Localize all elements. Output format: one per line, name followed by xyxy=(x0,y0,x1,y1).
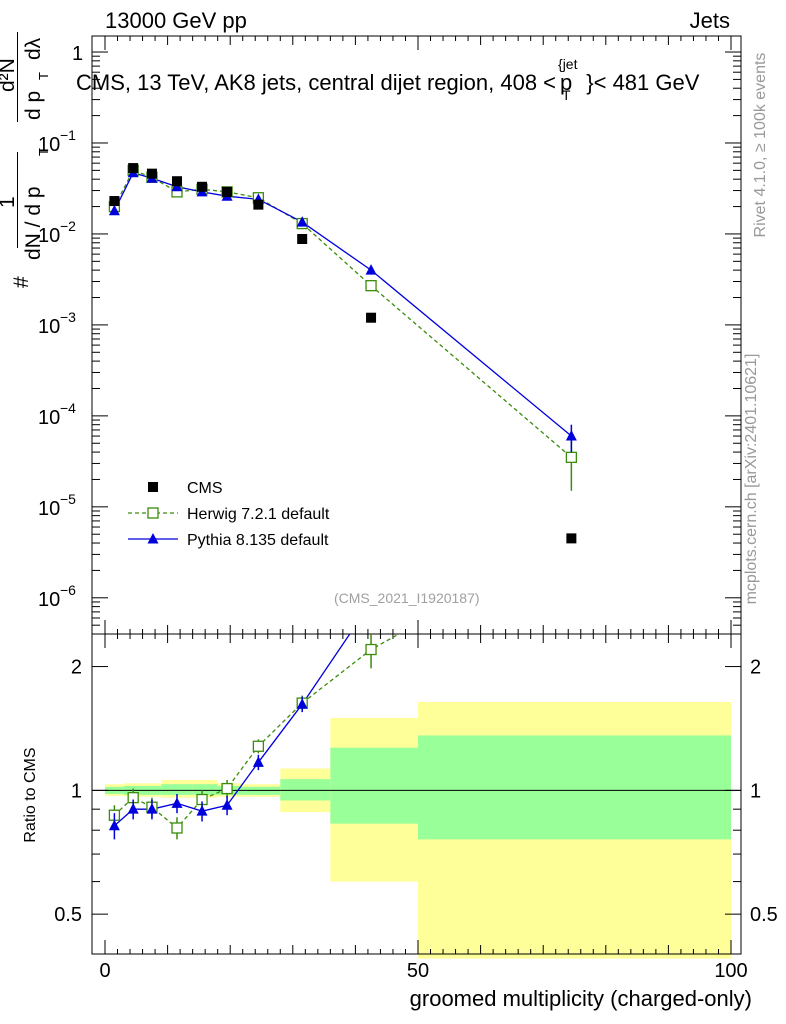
cms-point-4 xyxy=(197,181,208,192)
legend: CMS Herwig 7.2.1 default Pythia 8.135 defa… xyxy=(128,480,330,549)
y-tick-exp-0: −1 xyxy=(60,127,76,143)
legend-label-0: CMS xyxy=(187,480,223,497)
y-tick-label-2: 10 xyxy=(38,316,60,338)
data-series xyxy=(108,163,578,840)
ratio-herwig-point-3 xyxy=(171,822,183,834)
tick-labels: 10−110−210−310−410−510 −612 21 10.5 0.50 50 10… xyxy=(38,43,778,982)
herwig-point-9 xyxy=(565,451,578,463)
legend-herwig-marker xyxy=(147,507,159,519)
band-inner-9 xyxy=(418,735,731,840)
header-right: Jets xyxy=(689,8,730,33)
x-axis-label: groomed multiplicity (charged-only) xyxy=(409,986,752,1011)
ratio-pythia-point-5 xyxy=(221,799,233,810)
ratio-frame xyxy=(91,633,742,955)
cms-point-7 xyxy=(297,233,308,244)
axis-ticks xyxy=(92,36,741,954)
pythia-line xyxy=(113,172,572,437)
herwig-point-8 xyxy=(365,280,377,292)
band-inner-3 xyxy=(161,784,193,795)
main-ylabel: # 1 dN / d p T # d²N d p T dλ xyxy=(0,18,51,288)
ratio-ylabel: Ratio to CMS xyxy=(22,747,39,843)
ratio-herwig-point-8 xyxy=(365,643,377,656)
mcplots-label: mcplots.cern.ch [arXiv:2401.10621] xyxy=(743,353,760,605)
ratio-pythia-point-0 xyxy=(108,819,120,831)
x-tick-label-2: 100 xyxy=(714,960,747,982)
ratio-uncertainty-bands xyxy=(105,702,731,959)
pythia-point-7 xyxy=(296,216,308,227)
y-tick-exp-1: −2 xyxy=(60,218,76,234)
cms-point-1 xyxy=(128,163,139,174)
ratio-series-group xyxy=(108,634,401,840)
ratio-pythia-point-7 xyxy=(296,698,308,709)
y-tick-label-top: 1 xyxy=(72,43,83,65)
band-inner-8 xyxy=(330,747,418,824)
ratio-y-tick-label-left-1: 1 xyxy=(71,780,82,802)
axes-frames xyxy=(91,35,742,955)
chart-title: CMS, 13 TeV, AK8 jets, central dijet reg… xyxy=(76,56,700,103)
ratio-pythia-point-6 xyxy=(252,756,264,767)
y-tick-label-4: 10 xyxy=(38,498,60,520)
ratio-y-tick-label-left-0: 2 xyxy=(71,657,82,679)
analysis-watermark: (CMS_2021_I1920187) xyxy=(334,590,480,606)
y-tick-label-5: 10 xyxy=(38,589,60,611)
chart-title-sup: {jet xyxy=(558,56,578,72)
x-tick-label-1: 50 xyxy=(407,960,429,982)
y-tick-label-0: 10 xyxy=(38,134,60,156)
chart-title-main: CMS, 13 TeV, AK8 jets, central dijet reg… xyxy=(76,70,557,95)
cms-point-2 xyxy=(146,168,157,179)
band-inner-4 xyxy=(192,784,218,795)
ratio-y-tick-label-right-2: 0.5 xyxy=(750,904,778,926)
cms-point-6 xyxy=(253,199,264,210)
y-tick-exp-3: −4 xyxy=(60,400,76,416)
legend-cms-marker xyxy=(148,482,158,492)
pythia-point-0 xyxy=(108,204,120,216)
legend-label-1: Herwig 7.2.1 default xyxy=(187,506,330,523)
pythia-point-8 xyxy=(365,264,377,275)
cms-point-5 xyxy=(222,186,233,197)
chart-title-pt: p T {jet xyxy=(558,56,578,103)
y-tick-label-1: 10 xyxy=(38,225,60,247)
y-tick-label-3: 10 xyxy=(38,407,60,429)
y-tick-exp-4: −5 xyxy=(60,491,76,507)
y-tick-exp-5: −6 xyxy=(60,582,76,598)
cms-point-8 xyxy=(366,312,377,323)
herwig-line xyxy=(113,169,572,458)
legend-label-2: Pythia 8.135 default xyxy=(187,532,329,549)
ratio-herwig-point-5 xyxy=(221,782,233,795)
ratio-pythia-point-4 xyxy=(196,805,208,816)
ratio-pythia-point-3 xyxy=(171,797,183,808)
chart-title-sub: T xyxy=(562,87,571,103)
main-series-group xyxy=(108,163,578,544)
chart-title-tail: }< 481 GeV xyxy=(586,70,700,95)
y-tick-exp-2: −3 xyxy=(60,309,76,325)
x-tick-label-0: 0 xyxy=(99,960,110,982)
ratio-pythia-point-1 xyxy=(127,803,139,814)
ratio-y-tick-label-left-2: 0.5 xyxy=(54,904,82,926)
ratio-herwig-point-6 xyxy=(252,740,265,752)
ratio-herwig-line xyxy=(113,634,401,829)
band-inner-7 xyxy=(280,779,331,801)
cms-point-9 xyxy=(566,533,577,544)
ratio-y-tick-label-right-0: 2 xyxy=(750,657,761,679)
pythia-point-9 xyxy=(565,430,577,441)
cms-point-0 xyxy=(109,196,120,207)
legend-pythia-marker xyxy=(147,533,159,544)
header-left: 13000 GeV pp xyxy=(105,8,247,33)
cms-point-3 xyxy=(171,176,182,187)
rivet-version-label: Rivet 4.1.0, ≥ 100k events xyxy=(752,52,769,238)
ratio-y-tick-label-right-1: 1 xyxy=(750,780,761,802)
ratio-pythia-point-2 xyxy=(146,803,158,814)
